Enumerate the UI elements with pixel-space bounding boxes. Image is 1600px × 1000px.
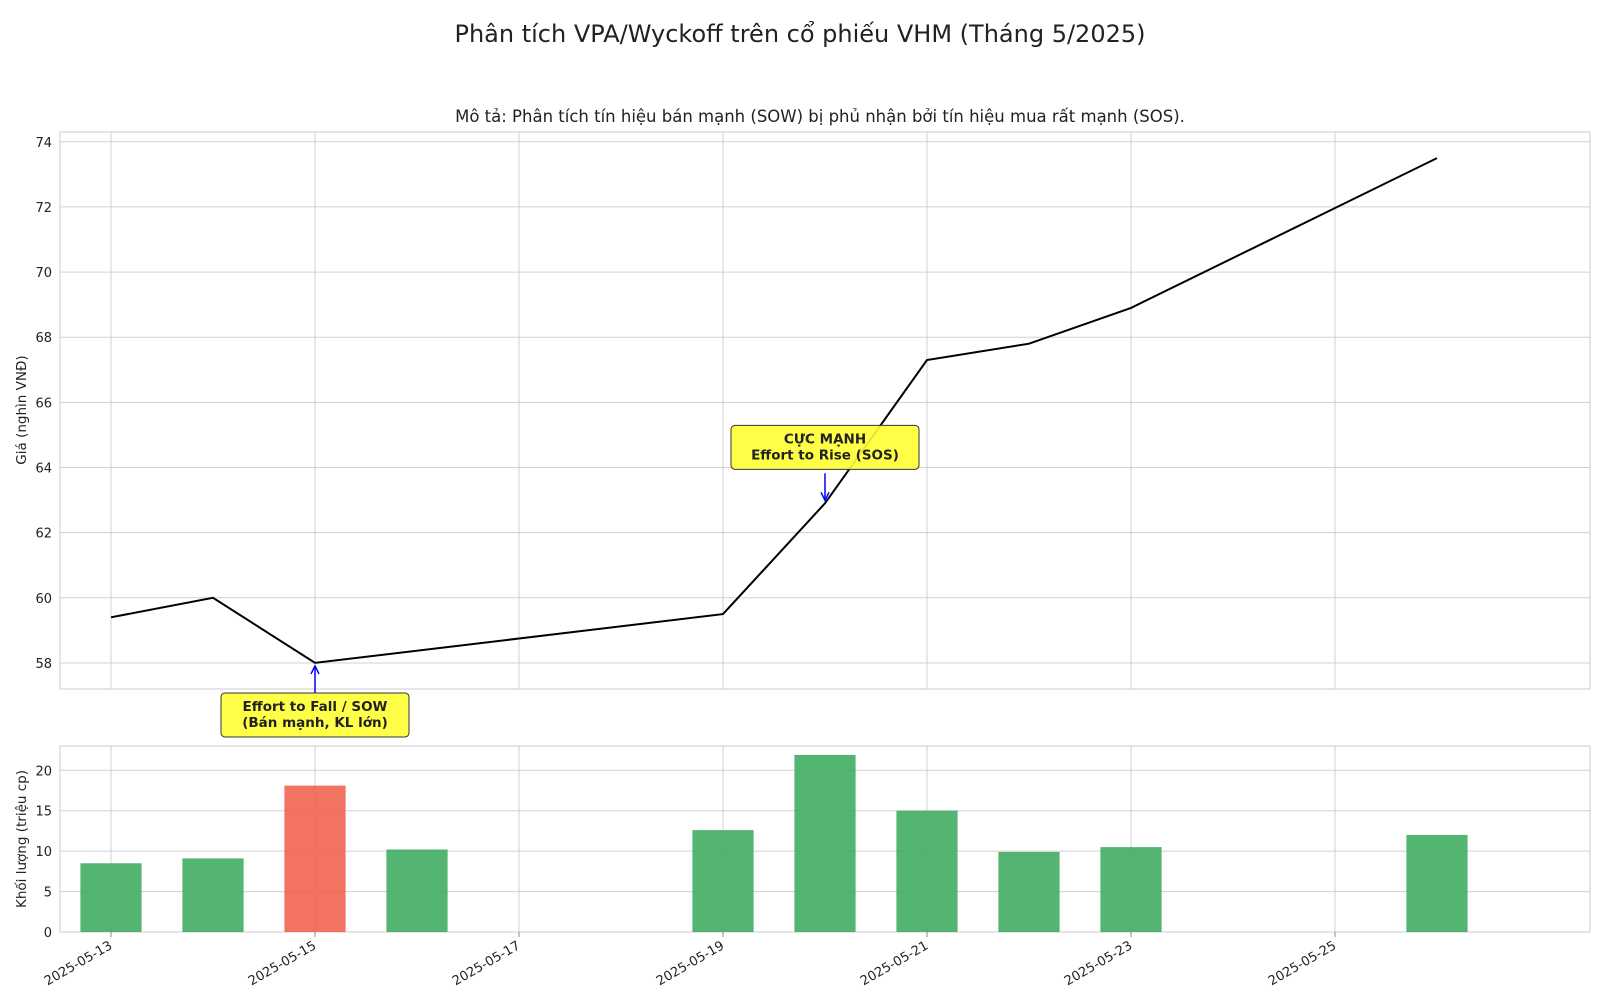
annotation-text-line: (Bán mạnh, KL lớn) (242, 715, 388, 731)
x-tick-label: 2025-05-17 (450, 938, 523, 989)
price-y-tick-label: 70 (35, 266, 52, 281)
volume-bar (182, 858, 244, 932)
price-y-tick-label: 58 (35, 657, 52, 672)
volume-bar (794, 754, 856, 932)
volume-y-tick-label: 5 (44, 886, 52, 901)
chart-title: Phân tích VPA/Wyckoff trên cổ phiếu VHM … (455, 20, 1146, 48)
chart-subtitle: Mô tả: Phân tích tín hiệu bán mạnh (SOW)… (455, 107, 1185, 126)
volume-y-ticks: 0 5 10 15 20 (35, 764, 52, 941)
annotation-arrowhead (820, 491, 830, 503)
annotation-box (730, 424, 920, 470)
x-tick-label: 2025-05-25 (1266, 938, 1339, 989)
volume-y-tick-label: 0 (44, 926, 52, 941)
volume-y-tick-label: 10 (35, 845, 52, 860)
volume-bars (80, 754, 1468, 932)
volume-bar (284, 785, 346, 932)
price-y-tick-label: 64 (35, 462, 52, 477)
volume-y-axis-label: Khối lượng (triệu cp) (13, 770, 30, 908)
price-y-ticks: 58 60 62 64 66 68 70 72 74 (35, 136, 52, 672)
price-grid (60, 132, 1590, 689)
price-plot-frame (59, 131, 1591, 690)
annotation-1: Effort to Fall / SOW(Bán mạnh, KL lớn) (220, 664, 410, 738)
price-y-tick-label: 74 (35, 136, 52, 151)
price-y-tick-label: 62 (35, 527, 52, 542)
price-annotations: Effort to Fall / SOW(Bán mạnh, KL lớn) CỰ… (220, 424, 920, 738)
price-y-tick-label: 68 (35, 331, 52, 346)
price-line (110, 157, 1438, 664)
annotation-text-line: Effort to Rise (SOS) (751, 447, 899, 463)
volume-y-tick-label: 15 (35, 805, 52, 820)
price-panel: 58 60 62 64 66 68 70 72 74 Giá (nghìn VNĐ) Effor… (14, 131, 1591, 738)
volume-bar (998, 851, 1060, 932)
x-tick-label: 2025-05-21 (858, 938, 931, 989)
annotation-text-line: CỰC MẠNH (784, 431, 866, 447)
volume-bar (896, 810, 958, 932)
volume-bar (1100, 847, 1162, 932)
annotation-text-line: Effort to Fall / SOW (243, 699, 388, 715)
annotation-box (220, 692, 410, 738)
x-tick-label: 2025-05-23 (1062, 938, 1135, 989)
annotation-arrowhead (310, 664, 320, 675)
price-y-tick-label: 66 (35, 396, 52, 411)
volume-bar (692, 830, 754, 932)
volume-y-tick-label: 20 (35, 764, 52, 779)
volume-bar (80, 863, 142, 932)
price-y-axis-label: Giá (nghìn VNĐ) (14, 355, 30, 464)
volume-x-ticks: 2025-05-13 2025-05-15 2025-05-17 2025-05-19… (42, 932, 1339, 989)
price-y-tick-label: 72 (35, 201, 52, 216)
x-tick-label: 2025-05-15 (246, 938, 319, 989)
volume-bar (1406, 834, 1468, 932)
x-tick-label: 2025-05-13 (42, 938, 115, 989)
price-y-tick-label: 60 (35, 592, 52, 607)
volume-bar (386, 849, 448, 932)
x-tick-label: 2025-05-19 (654, 938, 727, 989)
